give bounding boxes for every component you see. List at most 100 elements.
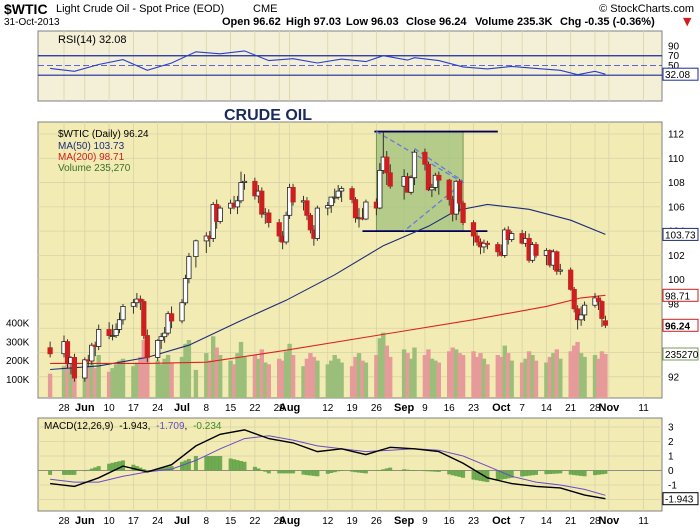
volume-bar bbox=[311, 356, 317, 398]
candle bbox=[436, 171, 442, 195]
candle-down bbox=[422, 151, 428, 165]
candle bbox=[116, 312, 123, 334]
volume-bar bbox=[485, 364, 490, 398]
volume-bar bbox=[523, 358, 528, 398]
volume-bar bbox=[422, 355, 428, 398]
macd-histogram-bar bbox=[211, 456, 216, 471]
volume-bar bbox=[447, 351, 452, 399]
x-tick-label: 28 bbox=[58, 516, 70, 527]
candle-down bbox=[259, 190, 265, 215]
volume-bar bbox=[530, 355, 535, 398]
price-tick-label: 92 bbox=[668, 372, 680, 383]
macd-histogram-bar bbox=[450, 470, 455, 476]
x-tick-label: 29 bbox=[274, 403, 286, 414]
volume-bar bbox=[474, 356, 480, 398]
symbol-title: $WTIC bbox=[4, 1, 48, 17]
candle bbox=[141, 299, 147, 340]
macd-histogram-bar bbox=[180, 461, 184, 471]
macd-tick-label: 1 bbox=[668, 452, 674, 463]
volume-bar bbox=[336, 358, 341, 398]
candle bbox=[335, 185, 341, 200]
volume-bar bbox=[301, 366, 306, 398]
volume-bar bbox=[426, 349, 431, 398]
volume-bar bbox=[401, 349, 407, 398]
macd-histogram-bar bbox=[287, 470, 292, 474]
volume-bar bbox=[384, 345, 389, 398]
candle bbox=[106, 322, 112, 340]
macd-histogram-bar bbox=[381, 469, 386, 471]
macd-histogram-bar bbox=[405, 469, 410, 471]
candle-down bbox=[470, 222, 477, 237]
brand-label: © StockCharts.com bbox=[599, 3, 694, 15]
volume-tick-label: 200K bbox=[6, 356, 30, 367]
price-panel-bg bbox=[37, 121, 663, 399]
volume-bar bbox=[509, 360, 514, 398]
candle-down bbox=[106, 329, 112, 336]
volume-bar bbox=[134, 362, 140, 398]
candle-down bbox=[436, 174, 442, 181]
volume-bar bbox=[155, 360, 160, 398]
x-tick-label: Sep bbox=[394, 402, 414, 414]
macd-histogram-bar bbox=[232, 459, 237, 471]
volume-bar bbox=[460, 355, 466, 398]
candle-up bbox=[161, 332, 168, 338]
candle-up bbox=[432, 174, 439, 188]
legend-ma200: MA(200) 98.71 bbox=[58, 152, 125, 163]
candle bbox=[578, 306, 584, 326]
volume-bar bbox=[332, 355, 337, 398]
macd-histogram-bar bbox=[138, 467, 143, 471]
volume-bar bbox=[169, 362, 174, 398]
macd-layer bbox=[38, 429, 662, 500]
candle-up bbox=[82, 359, 88, 379]
candle bbox=[144, 329, 150, 363]
candles bbox=[47, 131, 609, 382]
candle bbox=[120, 304, 126, 325]
volume-bar bbox=[186, 340, 192, 398]
candle-down bbox=[571, 288, 577, 310]
macd-histogram-bar bbox=[48, 470, 53, 475]
x-tick-label: Jul bbox=[174, 402, 190, 414]
macd-histogram-bar bbox=[134, 466, 139, 471]
rsi-label: RSI(14) 32.08 bbox=[58, 34, 126, 46]
volume-bar bbox=[495, 355, 500, 398]
volume-bar bbox=[93, 368, 98, 398]
date-label: 31-Oct-2013 bbox=[4, 17, 60, 28]
macd-histogram-bar bbox=[162, 467, 167, 471]
ma200-line bbox=[50, 294, 606, 364]
candle bbox=[307, 212, 314, 234]
macd-histogram-bar bbox=[384, 468, 389, 471]
volume-bar bbox=[558, 358, 563, 398]
macd-tick-label: 3 bbox=[668, 423, 674, 434]
candle-up bbox=[113, 329, 119, 336]
macd-histogram-bar bbox=[530, 470, 535, 476]
price-tick-label: 112 bbox=[668, 130, 684, 141]
candle-up bbox=[582, 304, 588, 316]
macd-histogram-bar bbox=[207, 456, 212, 471]
volume-value-tag: 235270 bbox=[665, 350, 699, 361]
macd-histogram-bar bbox=[374, 470, 379, 471]
candle bbox=[422, 148, 428, 171]
x-tick-label: 10 bbox=[104, 516, 116, 527]
volume-bar bbox=[183, 343, 188, 398]
volume-bar bbox=[47, 373, 53, 398]
candle bbox=[155, 339, 161, 361]
quote-open: Open 96.62 bbox=[222, 16, 281, 28]
volume-bar bbox=[207, 360, 212, 398]
moving-averages bbox=[50, 203, 606, 371]
candle-up bbox=[182, 278, 189, 304]
x-tick-label: Aug bbox=[279, 515, 300, 527]
candle-up bbox=[241, 180, 248, 183]
x-tick-label: Jul bbox=[174, 515, 190, 527]
candle bbox=[582, 301, 588, 321]
x-tick-label: 15 bbox=[225, 516, 237, 527]
macd-histogram-bar bbox=[72, 470, 77, 475]
volume-bar bbox=[259, 349, 264, 398]
legend-ma50: MA(50) 103.73 bbox=[58, 141, 125, 152]
macd-signal-line bbox=[50, 435, 606, 496]
volume-bar bbox=[381, 332, 386, 398]
x-tick-label: 28 bbox=[589, 403, 601, 414]
close-value-tag-box bbox=[662, 318, 699, 332]
macd-histogram-bar bbox=[429, 470, 434, 472]
candle-down bbox=[349, 188, 355, 200]
macd-histogram-bar bbox=[228, 458, 233, 471]
